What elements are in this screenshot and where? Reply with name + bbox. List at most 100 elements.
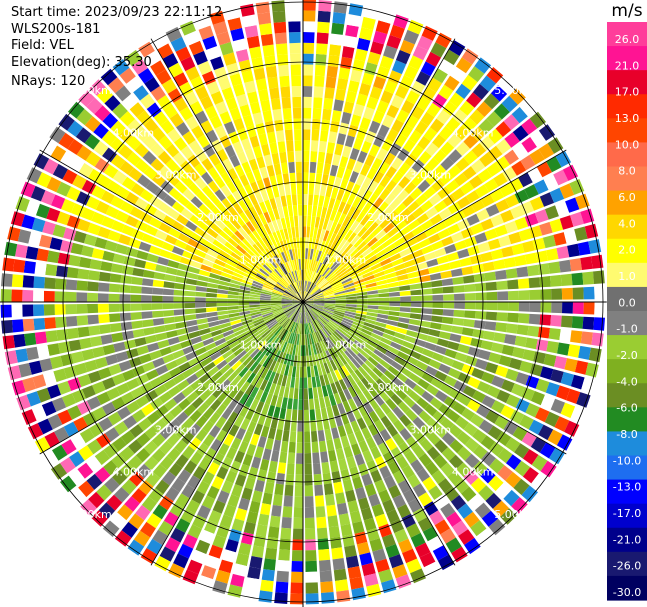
velocity-gate [419, 275, 431, 283]
velocity-gate [490, 85, 508, 102]
velocity-gate [580, 256, 593, 270]
velocity-gate [383, 222, 395, 234]
velocity-gate [319, 240, 326, 252]
velocity-gate [351, 324, 363, 331]
velocity-gate [524, 213, 539, 227]
velocity-gate [361, 140, 372, 154]
velocity-gate [390, 232, 402, 243]
velocity-gate [328, 131, 338, 144]
velocity-gate [334, 308, 346, 313]
velocity-gate [535, 339, 549, 352]
velocity-gate [469, 109, 485, 125]
velocity-gate [525, 403, 540, 418]
velocity-gate [467, 346, 481, 358]
velocity-gate [475, 302, 487, 310]
velocity-gate [366, 167, 378, 180]
velocity-gate [357, 392, 368, 405]
velocity-gate [405, 265, 418, 274]
velocity-gate [308, 283, 316, 294]
velocity-gate [380, 337, 392, 346]
velocity-gate [353, 160, 364, 174]
velocity-gate [325, 338, 333, 349]
velocity-gate [370, 446, 382, 460]
velocity-gate [470, 477, 487, 493]
velocity-gate [367, 356, 379, 367]
velocity-gate [386, 320, 399, 327]
velocity-gate [307, 282, 314, 293]
velocity-gate [448, 149, 463, 164]
velocity-gate [303, 298, 314, 302]
velocity-gate [329, 276, 339, 285]
velocity-gate [474, 57, 492, 74]
velocity-gate [440, 417, 455, 431]
velocity-gate [459, 335, 472, 346]
velocity-gate [434, 200, 447, 213]
velocity-gate [348, 266, 359, 275]
velocity-gate [449, 333, 462, 343]
velocity-gate [327, 273, 337, 282]
velocity-gate [421, 295, 433, 301]
velocity-gate [512, 346, 525, 359]
velocity-gate [314, 249, 320, 261]
velocity-gate [316, 276, 325, 286]
velocity-gate [395, 327, 408, 335]
velocity-gate [367, 305, 379, 310]
velocity-gate [319, 315, 329, 324]
velocity-gate [341, 46, 355, 59]
velocity-gate [402, 340, 414, 350]
velocity-gate [436, 109, 451, 125]
velocity-gate [435, 32, 452, 49]
velocity-gate [447, 341, 460, 351]
velocity-gate [518, 313, 530, 324]
velocity-gate [385, 398, 397, 411]
colorbar-tick-label: 0.0 [618, 296, 636, 309]
velocity-gate [445, 537, 462, 554]
velocity-gate [384, 243, 396, 253]
velocity-gate [398, 441, 411, 455]
velocity-gate [395, 49, 411, 65]
velocity-gate [487, 425, 503, 440]
velocity-gate [511, 383, 525, 397]
velocity-gate [313, 296, 325, 300]
velocity-gate [312, 249, 317, 261]
velocity-gate [373, 184, 385, 197]
velocity-gate [366, 254, 378, 264]
velocity-gate [382, 333, 394, 341]
instrument-name: WLS200s-181 [11, 21, 101, 37]
velocity-gate [486, 291, 498, 301]
colorbar-tick-label: -30.0 [613, 586, 641, 599]
velocity-gate [388, 484, 402, 499]
velocity-gate [554, 355, 568, 370]
velocity-gate [522, 449, 539, 465]
velocity-gate [421, 308, 433, 315]
velocity-gate [343, 336, 354, 345]
field-name: Field: VEL [11, 38, 74, 53]
velocity-gate [354, 355, 365, 366]
velocity-gate [426, 335, 439, 345]
velocity-gate [470, 159, 486, 174]
velocity-gate [396, 456, 409, 470]
velocity-gate [326, 323, 336, 333]
velocity-gate [475, 311, 487, 320]
velocity-gate [330, 318, 341, 326]
velocity-gate [533, 351, 546, 364]
velocity-gate [303, 42, 315, 54]
velocity-gate [345, 24, 359, 38]
velocity-gate [323, 293, 335, 298]
velocity-gate [346, 217, 356, 230]
velocity-gate [555, 201, 570, 217]
velocity-gate [477, 381, 491, 394]
velocity-gate [500, 508, 517, 525]
velocity-gate [318, 217, 325, 229]
velocity-gate [379, 218, 391, 229]
velocity-gate [415, 231, 428, 243]
velocity-gate [464, 453, 480, 469]
velocity-gate [341, 111, 352, 125]
velocity-gate [387, 248, 399, 258]
velocity-gate [475, 184, 489, 198]
velocity-gate [570, 406, 586, 423]
velocity-gate [337, 270, 348, 279]
velocity-gate [361, 176, 373, 190]
colorbar-tick-label: 26.0 [615, 33, 640, 46]
